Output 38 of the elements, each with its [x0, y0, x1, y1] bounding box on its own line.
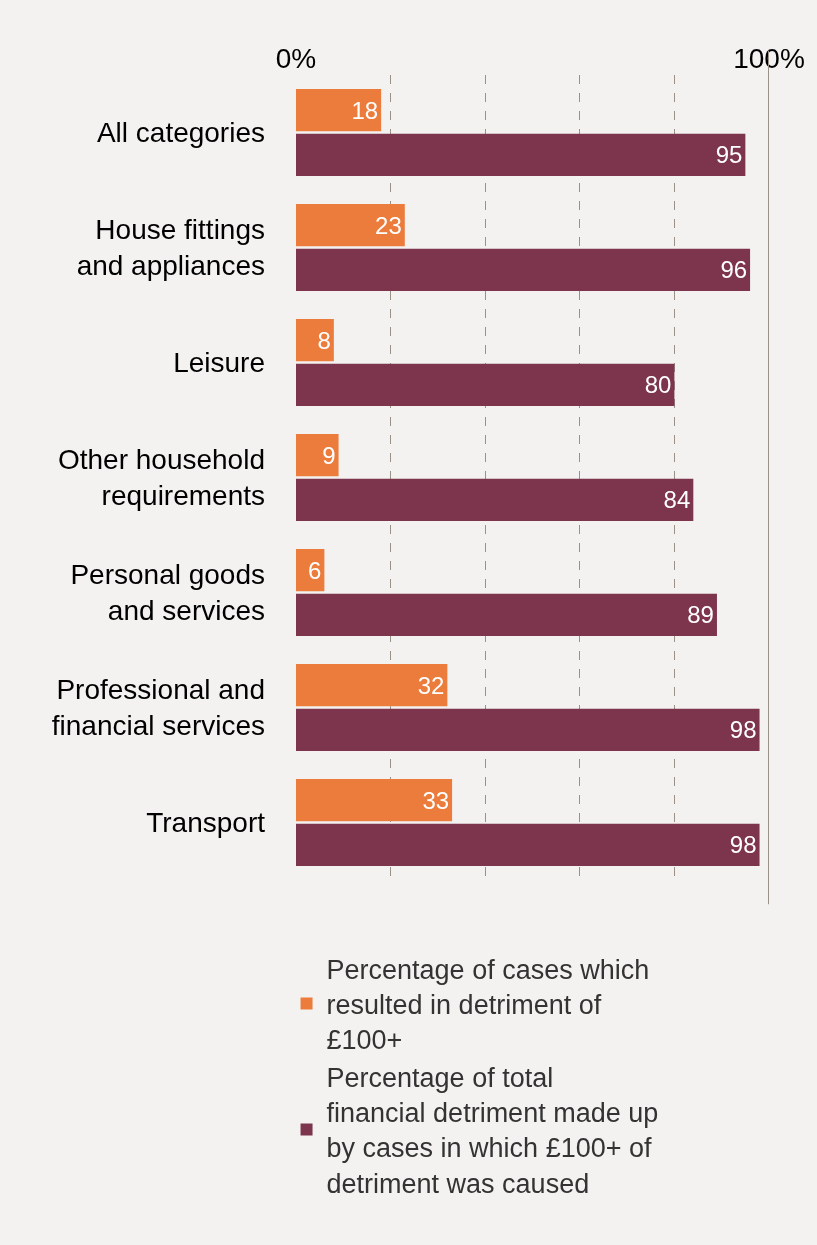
data-label: 8: [317, 326, 331, 354]
bar: [296, 779, 453, 822]
bar: [296, 248, 751, 291]
bar: [296, 823, 760, 866]
x-tick-label: 0%: [275, 43, 317, 75]
bar: [296, 478, 694, 521]
data-label: 84: [663, 486, 691, 514]
legend-label: Percentage of cases which resulted in detriment of £100+: [326, 954, 650, 1056]
bar: [296, 593, 717, 636]
data-label: 18: [351, 96, 379, 124]
bar: [296, 204, 405, 247]
data-label: 89: [687, 601, 714, 629]
data-label: 95: [715, 141, 743, 169]
data-label: 9: [322, 441, 336, 469]
data-label: 32: [417, 671, 445, 699]
bar: [296, 708, 760, 751]
y-tick-label: Other household requirements: [57, 444, 265, 512]
data-label: 98: [729, 831, 757, 859]
y-tick-label: Professional and financial services: [51, 674, 265, 742]
data-label: 98: [729, 716, 757, 744]
y-tick-label: All categories: [96, 117, 265, 149]
data-label: 96: [720, 256, 748, 284]
data-label: 33: [422, 786, 450, 814]
data-label: 6: [308, 556, 322, 584]
y-tick-label: House fittings and appliances: [76, 214, 265, 282]
y-tick-label: Leisure: [173, 347, 265, 379]
data-label: 80: [644, 371, 672, 399]
legend-label: Percentage of total financial detriment made up by cases in which £100+ of detriment was caused: [326, 1063, 659, 1199]
y-tick-label: Transport: [146, 807, 266, 839]
data-label: 23: [375, 211, 402, 239]
bar: [296, 363, 675, 406]
x-tick-label: 100%: [733, 43, 805, 75]
y-tick-label: Personal goods and services: [70, 559, 265, 627]
bar: [296, 319, 334, 362]
bar: [296, 664, 448, 707]
bar: [296, 89, 382, 132]
bar: [296, 434, 339, 477]
bar: [296, 133, 746, 176]
